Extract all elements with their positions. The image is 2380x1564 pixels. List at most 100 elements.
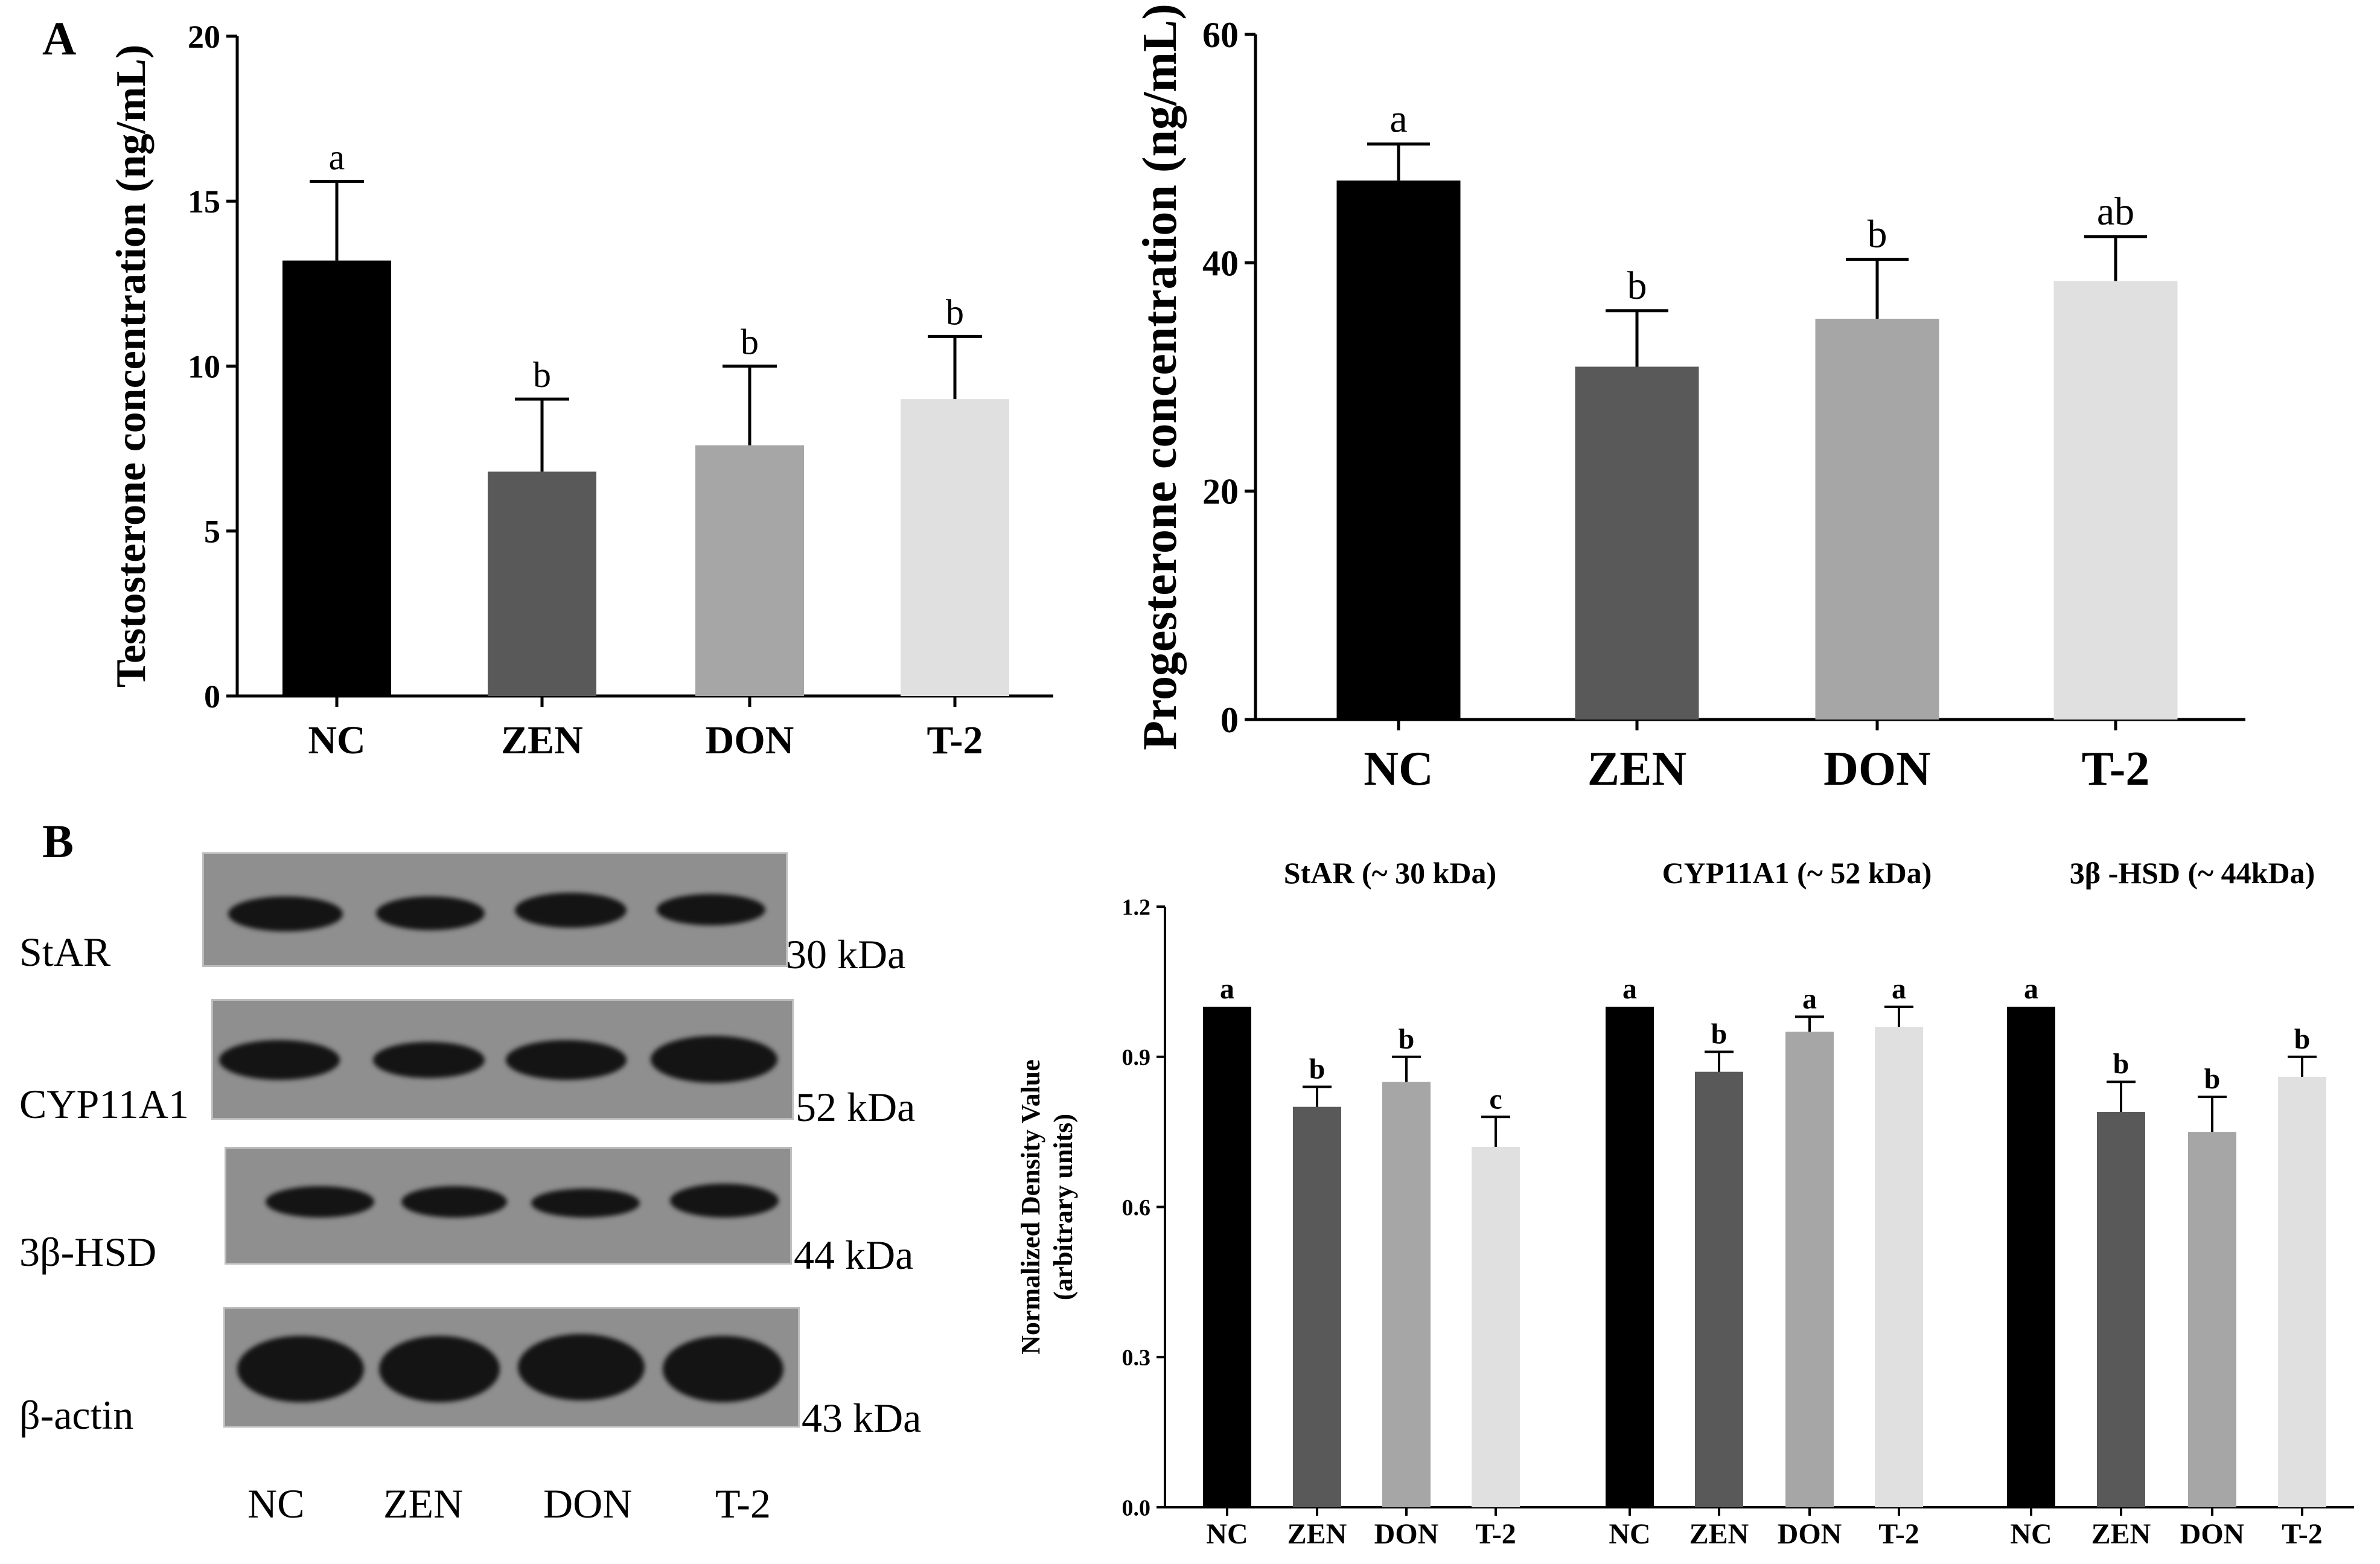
significance-letter: b [1711, 1018, 1728, 1050]
testosterone-chart: 0 5 10 15 20 a NC b ZEN b DON b T-2 Testosterone conc… [108, 19, 1053, 762]
x-tick-label: T-2 [927, 718, 983, 762]
significance-letter: b [741, 322, 759, 362]
bar-zen [1695, 1071, 1743, 1507]
significance-letter: b [533, 355, 551, 395]
bar-nc [1203, 1006, 1251, 1507]
density-chart: 0.0 0.3 0.6 0.9 1.2 StAR (~ 30 kDa) a NC b ZEN b DO… [1016, 856, 2354, 1550]
group-title: CYP11A1 (~ 52 kDa) [1662, 856, 1932, 890]
significance-letter: a [1622, 973, 1637, 1005]
blot-band [219, 1040, 340, 1080]
x-tick-label: DON [1374, 1518, 1439, 1550]
y-tick-label: 20 [188, 19, 220, 55]
significance-letter: a [1220, 973, 1234, 1005]
blot-band [531, 1189, 640, 1218]
bar-don [2188, 1132, 2236, 1507]
x-tick-label: T-2 [2282, 1518, 2323, 1550]
x-tick-label: NC [2010, 1518, 2052, 1550]
bar-nc [2007, 1006, 2055, 1507]
panel-label-b: B [42, 815, 74, 867]
significance-letter: a [1892, 973, 1906, 1005]
bar-zen [488, 471, 596, 696]
blot-strip-3bhsd [225, 1147, 792, 1265]
bar-don [695, 445, 804, 696]
bar-t2 [901, 399, 1009, 696]
blot-kda-label: 30 kDa [786, 931, 906, 977]
y-tick-label: 0.9 [1122, 1045, 1151, 1070]
blot-strip-actin [223, 1307, 800, 1428]
y-tick-label: 60 [1202, 15, 1239, 55]
blot-band [518, 1334, 645, 1400]
bar-t2 [1472, 1147, 1520, 1507]
blot-lane-label: T-2 [715, 1481, 771, 1527]
x-tick-label: T-2 [2082, 742, 2150, 796]
significance-letter: a [329, 137, 345, 177]
y-axis-title: Progesterone concentration (ng/mL) [1134, 4, 1187, 750]
significance-letter: b [1868, 212, 1887, 257]
significance-letter: b [1627, 264, 1647, 308]
x-tick-label: NC [1206, 1518, 1248, 1550]
progesterone-chart: 0 20 40 60 a NC b ZEN b DON ab T-2 Progesterone conc… [1134, 4, 2245, 796]
x-tick-label: NC [308, 718, 365, 762]
x-tick-label: ZEN [2091, 1518, 2151, 1550]
significance-letter: b [1399, 1023, 1415, 1055]
y-tick-label: 0.3 [1122, 1345, 1151, 1371]
y-tick-label: 1.2 [1122, 895, 1151, 920]
blot-kda-label: 52 kDa [796, 1084, 916, 1130]
y-tick-label: 0.6 [1122, 1195, 1151, 1221]
blot-band [401, 1186, 507, 1218]
significance-letter: c [1489, 1083, 1502, 1115]
blot-row-label: 3β-HSD [19, 1229, 157, 1275]
bar-nc [282, 260, 391, 696]
y-axis-title: (arbitrary units) [1048, 1114, 1078, 1300]
blot-band [237, 1336, 364, 1402]
y-tick-label: 0.0 [1122, 1495, 1151, 1521]
significance-letter: a [1802, 983, 1817, 1015]
bar-zen [2097, 1111, 2145, 1507]
blot-lane-label: NC [247, 1481, 305, 1527]
bar-nc [1606, 1006, 1654, 1507]
blot-band [670, 1184, 779, 1218]
blot-band [663, 1336, 783, 1402]
blot-lane-label: ZEN [383, 1481, 464, 1527]
blot-strip-star [202, 852, 788, 967]
blot-band [515, 893, 627, 928]
bar-don [1785, 1032, 1834, 1507]
x-tick-label: ZEN [1587, 742, 1687, 796]
blot-band [376, 896, 485, 930]
y-tick-label: 0 [204, 678, 220, 715]
x-tick-label: DON [706, 718, 794, 762]
significance-letter: b [2204, 1063, 2221, 1095]
x-tick-label: NC [1609, 1518, 1650, 1550]
blot-row-label: StAR [19, 929, 111, 975]
blot-kda-label: 43 kDa [802, 1395, 922, 1441]
y-tick-label: 10 [188, 348, 220, 385]
bar-t2 [1875, 1027, 1923, 1507]
blot-strip-cyp11a1 [211, 999, 794, 1120]
bar-t2 [2278, 1076, 2326, 1507]
y-axis-title: Testosterone concentration (ng/mL) [108, 45, 155, 688]
significance-letter: a [1389, 97, 1407, 141]
x-tick-label: DON [2180, 1518, 2245, 1550]
bar-don [1815, 319, 1939, 720]
significance-letter: b [946, 292, 964, 332]
significance-letter: b [2113, 1048, 2130, 1080]
x-tick-label: T-2 [1878, 1518, 1919, 1550]
x-tick-label: DON [1778, 1518, 1842, 1550]
x-tick-label: ZEN [1287, 1518, 1347, 1550]
significance-letter: b [1309, 1053, 1326, 1085]
y-tick-label: 20 [1202, 472, 1239, 512]
blot-band [379, 1336, 500, 1402]
x-tick-label: NC [1364, 742, 1434, 796]
x-tick-label: DON [1823, 742, 1931, 796]
blot-band [266, 1186, 374, 1218]
y-axis-title: Normalized Density Value [1016, 1059, 1045, 1355]
blot-kda-label: 44 kDa [794, 1232, 914, 1278]
group-title: StAR (~ 30 kDa) [1284, 856, 1496, 890]
blot-band [506, 1040, 627, 1080]
blot-row-label: β-actin [19, 1392, 134, 1438]
blot-band [373, 1042, 485, 1078]
panel-label-a: A [42, 12, 76, 65]
significance-letter: b [2294, 1023, 2311, 1055]
bar-nc [1336, 180, 1461, 720]
y-tick-label: 0 [1220, 700, 1239, 740]
